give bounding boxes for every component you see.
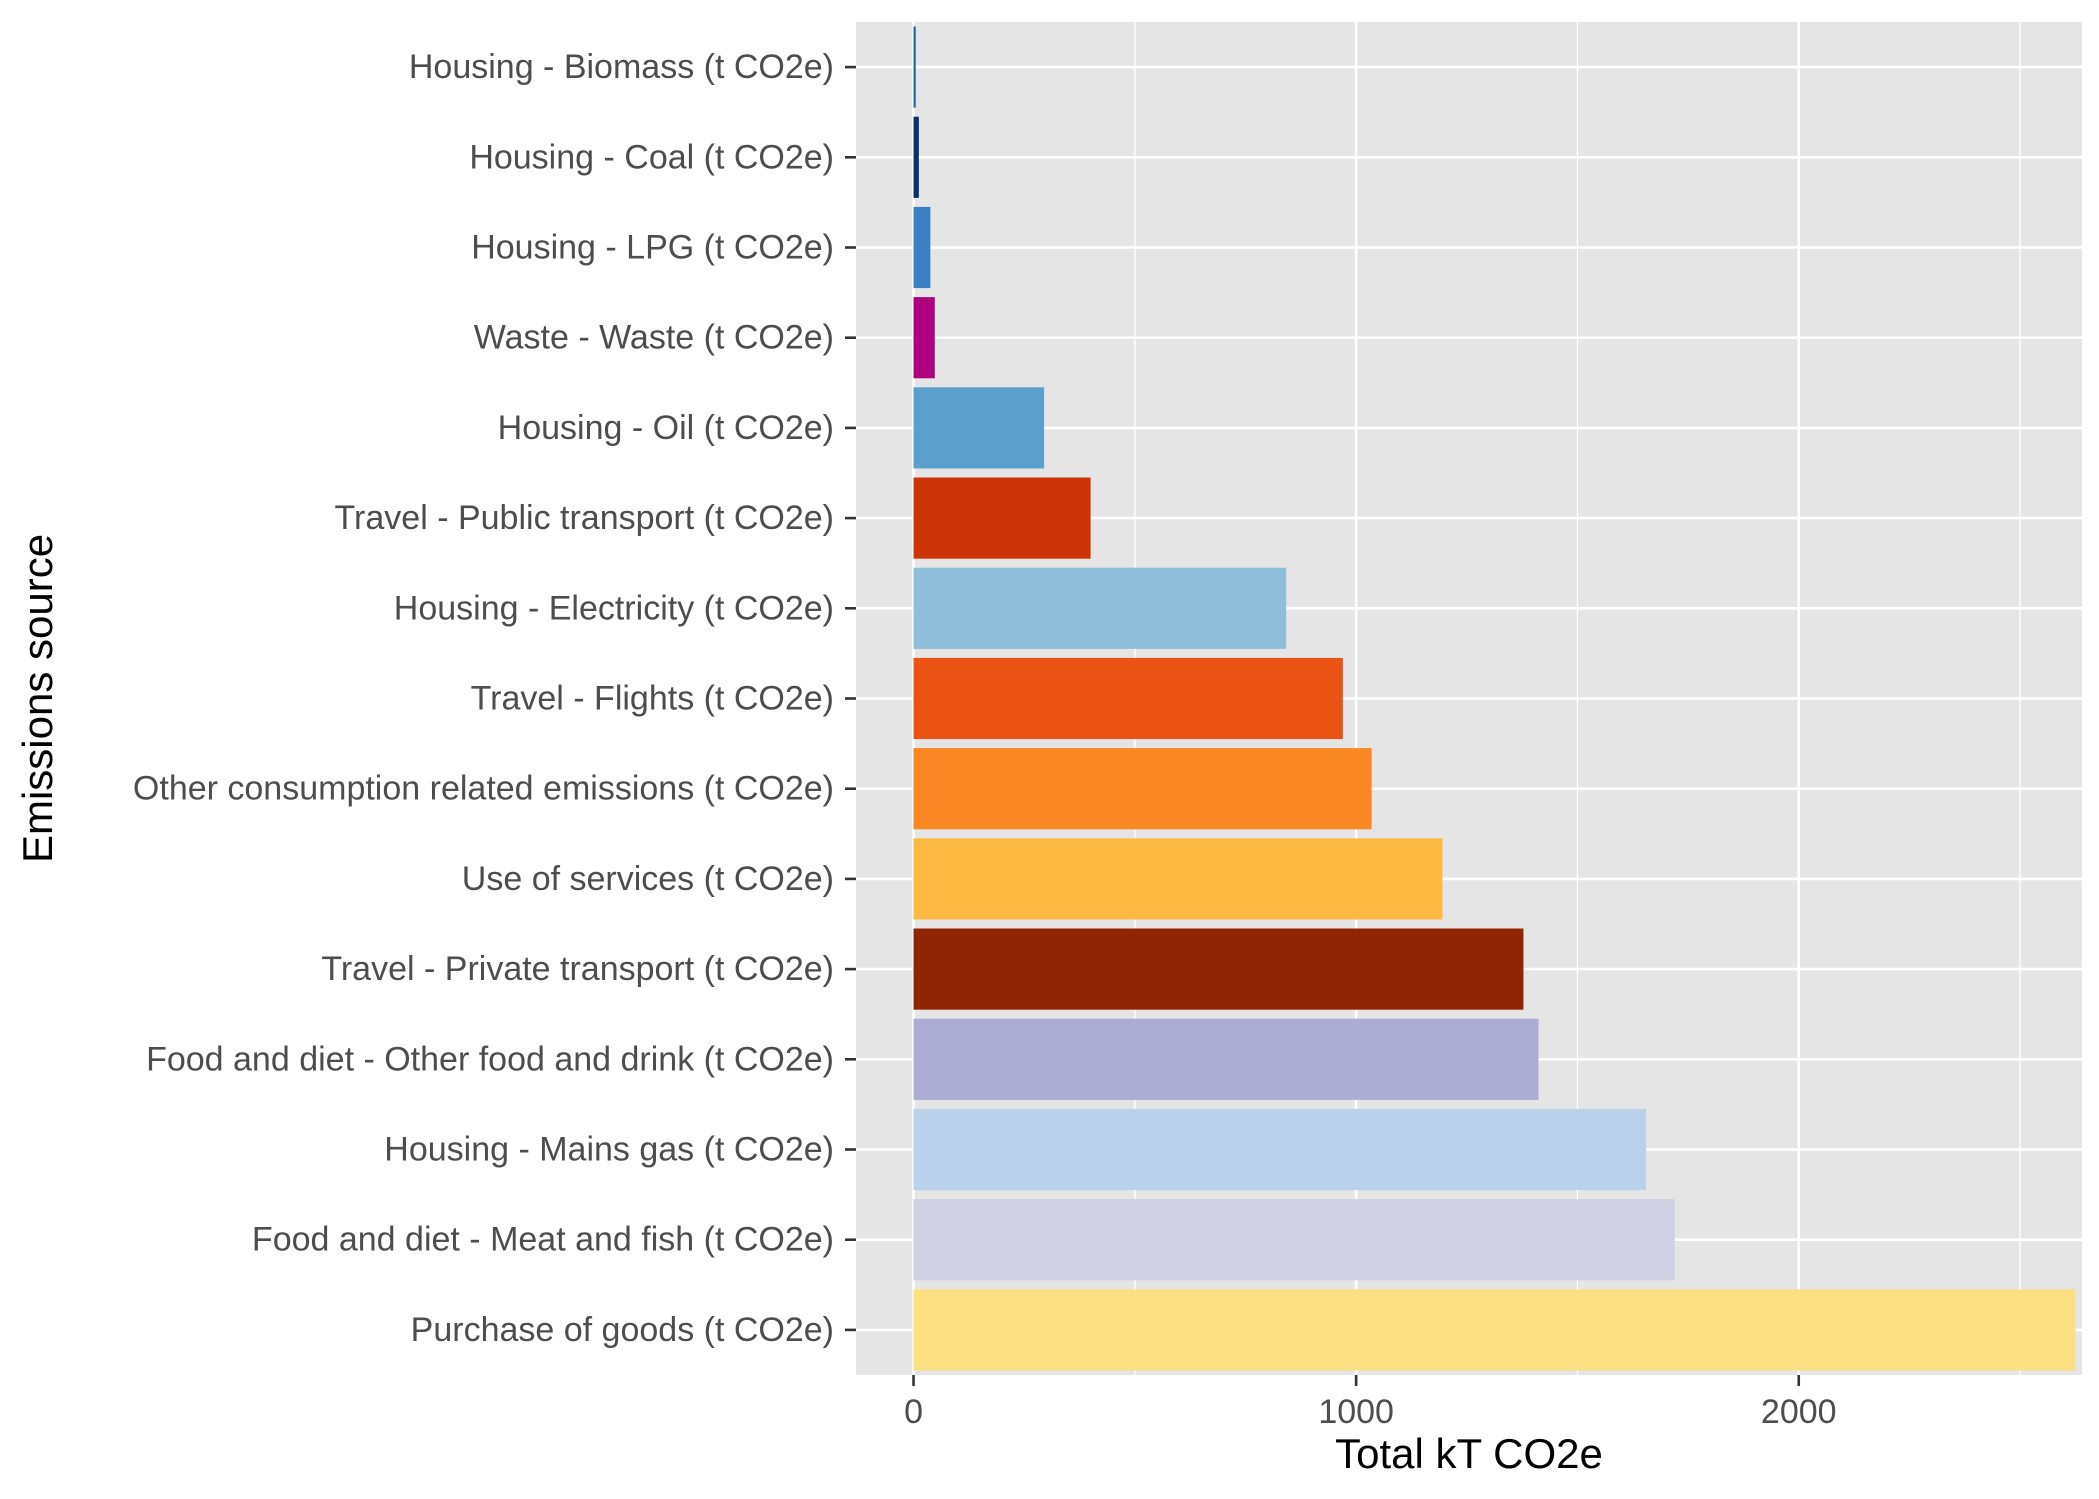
x-tick-label: 1000 — [1318, 1393, 1394, 1431]
y-tick-label: Use of services (t CO2e) — [462, 860, 834, 898]
bar — [913, 928, 1524, 1010]
bar — [913, 1289, 2076, 1371]
bar — [913, 838, 1443, 920]
x-axis-title: Total kT CO2e — [1335, 1430, 1603, 1477]
y-tick-label: Other consumption related emissions (t C… — [133, 770, 834, 808]
bar — [913, 657, 1343, 740]
y-axis-ticks — [845, 65, 856, 1332]
bar — [913, 1108, 1647, 1191]
major-gridlines — [856, 22, 2082, 1375]
y-tick-label: Housing - Oil (t CO2e) — [498, 409, 834, 447]
y-tick-label: Purchase of goods (t CO2e) — [411, 1311, 834, 1349]
bar — [913, 26, 916, 108]
y-tick-label: Housing - Electricity (t CO2e) — [394, 589, 834, 627]
y-tick-label: Travel - Public transport (t CO2e) — [335, 499, 834, 537]
bar — [913, 297, 935, 379]
y-axis-tick-labels: Housing - Biomass (t CO2e) Housing - Coal… — [133, 48, 834, 1349]
y-tick-label: Travel - Private transport (t CO2e) — [321, 950, 834, 988]
x-tick-label: 2000 — [1761, 1393, 1837, 1431]
y-tick-label: Travel - Flights (t CO2e) — [471, 680, 834, 718]
bar — [913, 1018, 1539, 1100]
y-tick-label: Housing - Mains gas (t CO2e) — [384, 1131, 834, 1169]
y-tick-label: Housing - Biomass (t CO2e) — [409, 48, 834, 86]
bar — [913, 206, 931, 289]
y-tick-label: Housing - Coal (t CO2e) — [469, 138, 834, 176]
bar — [913, 116, 919, 198]
bar — [913, 477, 1091, 559]
x-tick-label: 0 — [904, 1393, 923, 1431]
x-axis-ticks — [912, 1375, 1801, 1386]
y-tick-label: Food and diet - Other food and drink (t … — [146, 1040, 834, 1078]
bar — [913, 567, 1287, 649]
y-axis-title: Emissions source — [14, 534, 61, 863]
y-tick-label: Food and diet - Meat and fish (t CO2e) — [252, 1221, 834, 1259]
y-tick-label: Waste - Waste (t CO2e) — [474, 319, 834, 357]
bar — [913, 748, 1372, 830]
y-tick-label: Housing - LPG (t CO2e) — [471, 229, 834, 267]
x-axis-tick-labels: 0 1000 2000 — [904, 1393, 1836, 1431]
bar — [913, 1199, 1675, 1281]
bars — [913, 26, 2076, 1371]
bar — [913, 387, 1045, 469]
